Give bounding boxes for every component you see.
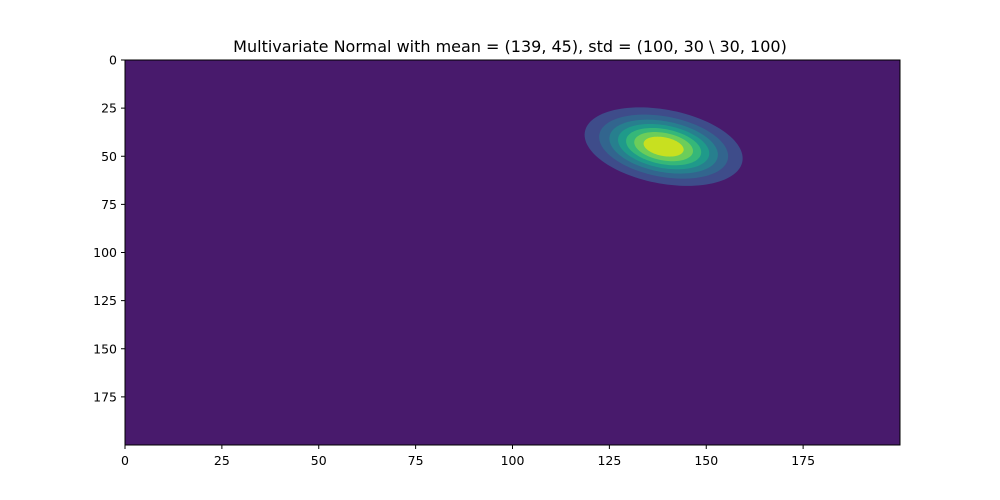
y-tick-label: 100 [93,245,117,260]
chart-title: Multivariate Normal with mean = (139, 45… [233,37,787,56]
x-tick-label: 125 [597,453,621,468]
x-tick-label: 150 [694,453,718,468]
y-tick-label: 150 [93,341,117,356]
x-tick-label: 75 [408,453,424,468]
plot-area [124,59,901,446]
x-tick-label: 25 [214,453,230,468]
x-tick-label: 50 [311,453,327,468]
y-tick-label: 25 [101,101,117,116]
y-tick-label: 175 [93,389,117,404]
contour-level-7 [643,136,684,157]
x-tick-label: 0 [121,453,129,468]
contour-levels [584,107,743,186]
y-axis: 0 25 50 75 100 125 150 175 [93,53,125,404]
y-tick-label: 125 [93,293,117,308]
plot-background [125,60,900,445]
y-tick-label: 75 [101,197,117,212]
x-tick-label: 175 [791,453,815,468]
y-tick-label: 0 [109,53,117,68]
x-axis: 0 25 50 75 100 125 150 175 [121,445,815,468]
x-tick-label: 100 [501,453,525,468]
y-tick-label: 50 [101,149,117,164]
